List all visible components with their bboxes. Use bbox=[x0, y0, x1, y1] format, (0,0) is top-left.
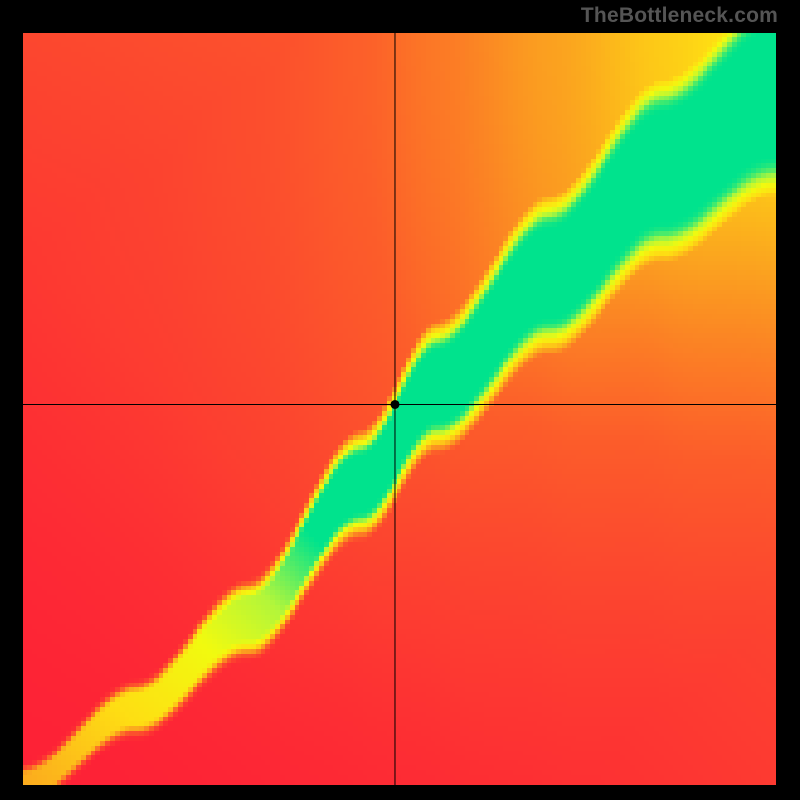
heatmap-canvas bbox=[23, 33, 776, 785]
chart-stage: TheBottleneck.com bbox=[0, 0, 800, 800]
watermark-text: TheBottleneck.com bbox=[581, 4, 778, 28]
heatmap-plot bbox=[23, 33, 776, 785]
